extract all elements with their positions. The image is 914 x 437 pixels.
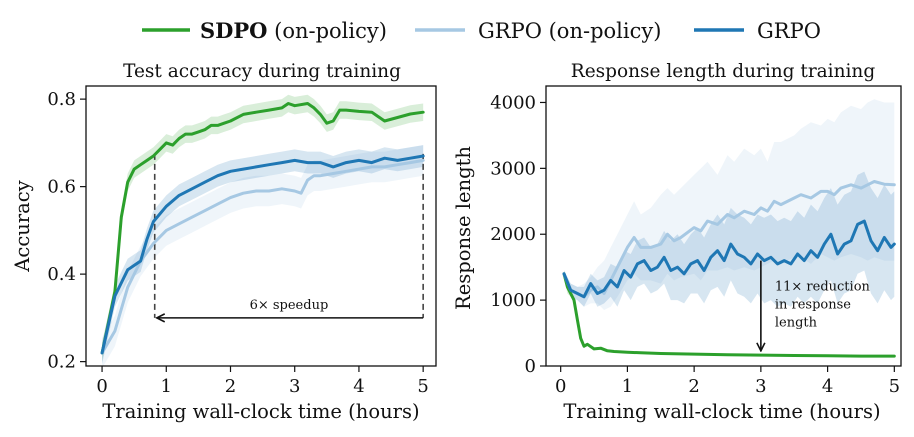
x-tick-label: 4 [822,376,833,397]
y-tick-label: 0.4 [47,264,76,285]
band-grpo-on-policy [102,145,424,369]
legend-item-grpo-on-policy: GRPO (on-policy) [415,19,661,43]
chart-title: Response length during training [571,61,876,82]
y-tick-label: 0.2 [47,352,76,373]
y-axis-label: Accuracy [11,180,34,272]
reduction-label-line: in response [775,298,851,313]
x-tick-label: 2 [225,376,236,397]
line-sdpo-on-policy [100,102,425,355]
legend-item-sdpo: SDPO (on-policy) [142,18,387,43]
speedup-annotation: 6× speedup [153,153,424,318]
y-axis-label: Response length [452,146,475,310]
line-sdpo-on-policy [562,272,896,358]
plot-frame [545,85,902,367]
line-grpo [562,219,896,299]
x-axis-ticks: 0 1 2 3 4 5 [96,366,429,397]
plot-frame [85,85,437,367]
x-tick-label: 5 [889,376,900,397]
legend-item-grpo: GRPO [694,19,821,43]
x-tick-label: 4 [353,376,364,397]
y-tick-label: 0.8 [47,89,76,110]
reduction-label-line: length [775,316,818,331]
x-tick-label: 5 [417,376,428,397]
x-tick-label: 3 [755,376,766,397]
y-tick-label: 3000 [490,158,536,179]
confidence-bands [564,99,895,357]
x-tick-label: 3 [289,376,300,397]
series-lines [100,102,425,355]
series-lines [562,180,896,358]
legend-label-grpo: GRPO [757,19,821,43]
band-grpo-on-policy [564,99,895,310]
line-grpo-on-policy [100,158,425,355]
y-tick-label: 0 [525,356,536,377]
y-axis-ticks: 0 1000 2000 3000 4000 [490,92,546,377]
legend-label-sdpo: SDPO (on-policy) [200,18,387,43]
accuracy-chart: Test accuracy during training 6× speedup… [11,61,437,423]
band-sdpo-on-policy [102,94,424,362]
x-tick-label: 0 [555,376,566,397]
response-length-chart: Response length during training 11× redu… [452,61,902,423]
x-tick-label: 2 [688,376,699,397]
x-tick-label: 1 [622,376,633,397]
reduction-label-line: 11× reduction [775,280,871,295]
x-axis-label: Training wall-clock time (hours) [563,400,880,423]
legend-label-grpo-on-policy: GRPO (on-policy) [478,19,661,43]
y-axis-ticks: 0.2 0.4 0.6 0.8 [47,89,86,373]
chart-title: Test accuracy during training [123,61,401,82]
legend: SDPO (on-policy) GRPO (on-policy) GRPO [142,18,821,43]
line-grpo [100,154,425,355]
y-tick-label: 2000 [490,224,536,245]
x-axis-ticks: 0 1 2 3 4 5 [555,366,900,397]
x-tick-label: 0 [96,376,107,397]
speedup-label: 6× speedup [250,298,329,313]
y-tick-label: 0.6 [47,177,76,198]
y-tick-label: 1000 [490,290,536,311]
reduction-annotation: 11× reduction in response length [761,260,871,351]
y-tick-label: 4000 [490,92,536,113]
x-tick-label: 1 [161,376,172,397]
band-grpo [564,171,895,307]
band-grpo [102,145,424,364]
x-axis-label: Training wall-clock time (hours) [102,400,419,423]
